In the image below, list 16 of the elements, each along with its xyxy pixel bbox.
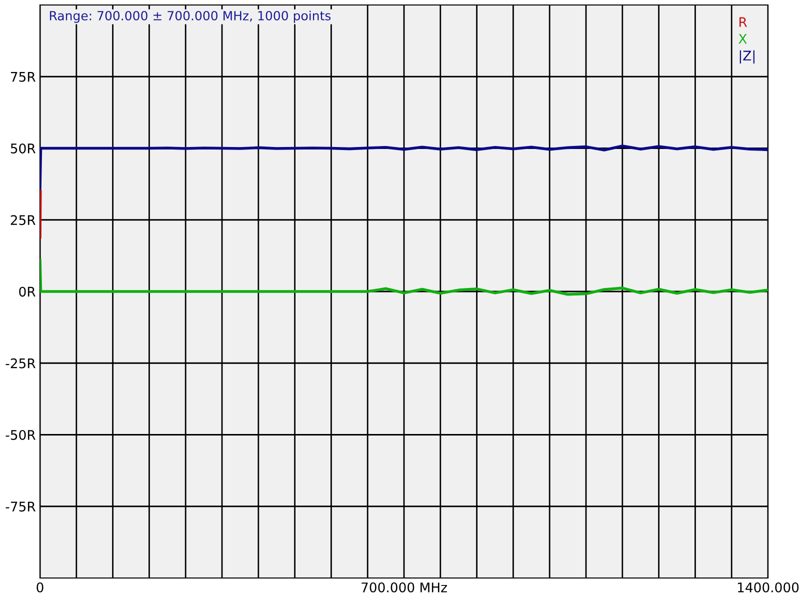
y-tick-label: -25R [6,358,36,368]
annotation: Range: 700.000 ± 700.000 MHz, 1000 points [50,10,331,23]
y-tick-label: 75R [10,72,36,82]
y-tick-label: 50R [10,143,36,154]
y-tick-label: 0R [19,286,36,297]
text: X [738,34,747,44]
x-tick-label: 0 [36,582,44,592]
line-series [40,144,768,190]
x-tick-label: 1400.000 [738,582,799,592]
y-tick-label: -50R [6,430,36,440]
y-tick-label: -75R [6,502,36,512]
line-series [40,258,768,296]
text: R [739,17,747,27]
x-tick-label: 700.000 MHz [362,582,447,592]
text: |Z| [740,50,754,64]
y-tick-label: 25R [10,215,36,226]
